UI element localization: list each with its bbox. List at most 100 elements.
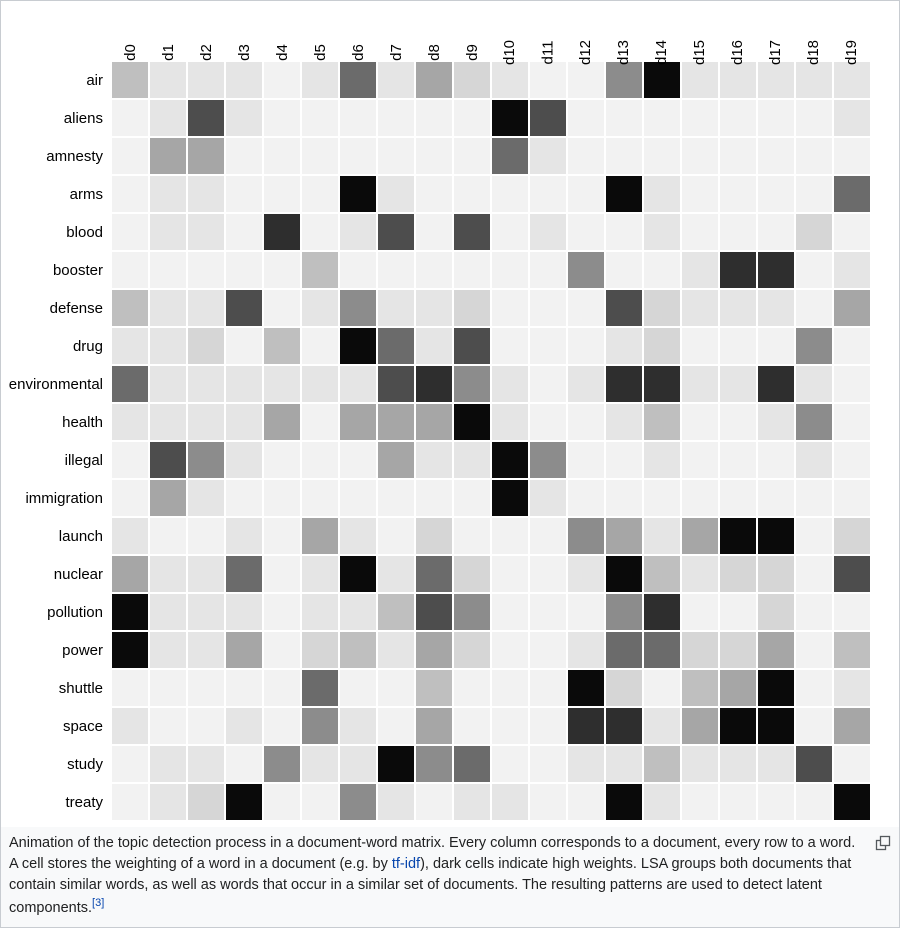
heatmap-cell: [567, 745, 605, 783]
heatmap-cell: [605, 61, 643, 99]
heatmap-cell: [491, 213, 529, 251]
heatmap-cell: [681, 137, 719, 175]
heatmap-cell: [225, 783, 263, 821]
row-header: illegal: [1, 441, 111, 479]
heatmap-cell: [757, 631, 795, 669]
heatmap-cell: [605, 669, 643, 707]
heatmap-cell: [339, 289, 377, 327]
heatmap-cell: [263, 783, 301, 821]
heatmap-cell: [719, 707, 757, 745]
heatmap-cell: [605, 783, 643, 821]
heatmap-cell: [339, 441, 377, 479]
heatmap-cell: [491, 289, 529, 327]
heatmap-cell: [263, 99, 301, 137]
heatmap-cell: [263, 517, 301, 555]
tfidf-link[interactable]: tf-idf: [392, 856, 420, 872]
col-header-label: d12: [578, 40, 595, 65]
heatmap-cell: [149, 365, 187, 403]
heatmap-cell: [643, 289, 681, 327]
heatmap-cell: [833, 213, 871, 251]
heatmap-cell: [149, 783, 187, 821]
heatmap-cell: [757, 669, 795, 707]
heatmap-cell: [377, 593, 415, 631]
heatmap-cell: [567, 365, 605, 403]
heatmap-cell: [529, 517, 567, 555]
heatmap-cell: [681, 175, 719, 213]
col-header-label: d5: [312, 44, 329, 61]
heatmap-cell: [833, 327, 871, 365]
heatmap-cell: [681, 213, 719, 251]
heatmap-cell: [605, 365, 643, 403]
heatmap-cell: [187, 783, 225, 821]
heatmap-cell: [529, 593, 567, 631]
heatmap-cell: [643, 631, 681, 669]
heatmap-cell: [681, 479, 719, 517]
heatmap-cell: [757, 61, 795, 99]
heatmap-cell: [643, 783, 681, 821]
heatmap-cell: [491, 175, 529, 213]
enlarge-icon[interactable]: [875, 835, 891, 851]
heatmap-cell: [833, 289, 871, 327]
heatmap-cell: [567, 517, 605, 555]
heatmap-cell: [301, 631, 339, 669]
heatmap-cell: [719, 517, 757, 555]
col-header-label: d18: [806, 40, 823, 65]
heatmap-cell: [149, 479, 187, 517]
heatmap-cell: [187, 745, 225, 783]
heatmap-cell: [111, 479, 149, 517]
heatmap-cell: [681, 61, 719, 99]
heatmap-cell: [719, 99, 757, 137]
row-header: space: [1, 707, 111, 745]
heatmap-cell: [453, 251, 491, 289]
heatmap-cell: [681, 631, 719, 669]
heatmap-cell: [225, 517, 263, 555]
heatmap-cell: [225, 479, 263, 517]
heatmap-cell: [795, 99, 833, 137]
heatmap-cell: [719, 745, 757, 783]
heatmap-cell: [225, 327, 263, 365]
heatmap-cell: [415, 289, 453, 327]
heatmap-cell: [719, 593, 757, 631]
heatmap-cell: [567, 783, 605, 821]
heatmap-cell: [605, 555, 643, 593]
heatmap-cell: [605, 327, 643, 365]
col-header-label: d8: [426, 44, 443, 61]
heatmap-cell: [605, 175, 643, 213]
heatmap-cell: [453, 783, 491, 821]
heatmap-cell: [757, 327, 795, 365]
heatmap-cell: [529, 669, 567, 707]
heatmap-cell: [415, 707, 453, 745]
heatmap-cell: [415, 441, 453, 479]
heatmap-cell: [453, 517, 491, 555]
heatmap-cell: [301, 783, 339, 821]
heatmap-cell: [301, 593, 339, 631]
col-header-label: d1: [160, 44, 177, 61]
heatmap-cell: [605, 137, 643, 175]
col-header-label: d6: [350, 44, 367, 61]
heatmap-cell: [453, 137, 491, 175]
heatmap-cell: [339, 631, 377, 669]
heatmap-cell: [377, 137, 415, 175]
heatmap-cell: [301, 137, 339, 175]
heatmap-cell: [757, 707, 795, 745]
heatmap-cell: [567, 707, 605, 745]
heatmap-cell: [795, 441, 833, 479]
heatmap-cell: [453, 479, 491, 517]
heatmap-cell: [719, 555, 757, 593]
heatmap-cell: [643, 517, 681, 555]
heatmap-cell: [377, 631, 415, 669]
heatmap-cell: [529, 479, 567, 517]
heatmap-cell: [377, 175, 415, 213]
heatmap-cell: [111, 555, 149, 593]
heatmap-cell: [491, 365, 529, 403]
heatmap-cell: [605, 745, 643, 783]
heatmap-cell: [225, 99, 263, 137]
row-header: immigration: [1, 479, 111, 517]
heatmap-cell: [643, 137, 681, 175]
heatmap-cell: [149, 441, 187, 479]
heatmap-cell: [529, 175, 567, 213]
heatmap-cell: [301, 403, 339, 441]
reference-3[interactable]: [3]: [92, 897, 104, 909]
heatmap-cell: [225, 137, 263, 175]
heatmap-cell: [263, 631, 301, 669]
